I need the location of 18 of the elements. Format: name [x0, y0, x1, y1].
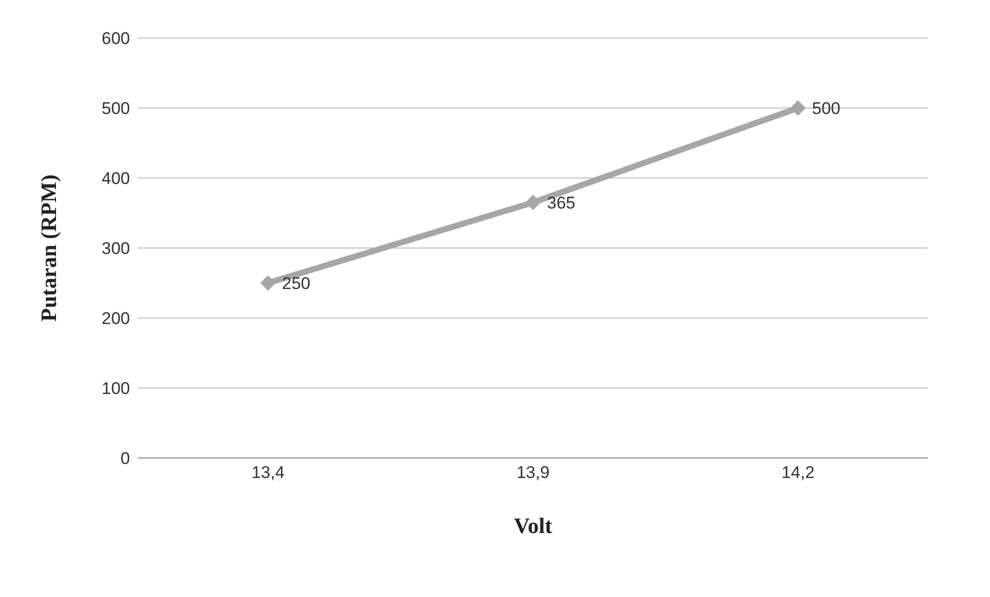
y-tick-label: 100 [102, 379, 130, 398]
x-tick-label: 14,2 [781, 463, 815, 482]
y-tick-label: 600 [102, 29, 130, 48]
y-tick-label: 0 [120, 449, 130, 468]
x-tick-label: 13,9 [516, 463, 550, 482]
point [526, 195, 540, 210]
data-label: 250 [282, 274, 310, 294]
y-tick-label: 500 [102, 99, 130, 118]
y-axis-title: Putaran (RPM) [36, 174, 61, 322]
x-axis-title: Volt [514, 513, 553, 538]
point [790, 100, 806, 116]
y-tick-label: 200 [102, 309, 130, 328]
point [260, 276, 276, 290]
data-label: 500 [812, 99, 840, 118]
y-tick-label: 300 [102, 239, 130, 258]
x-tick-label: 13,4 [251, 463, 285, 482]
y-tick-label: 400 [102, 169, 130, 188]
data-label: 365 [547, 194, 576, 213]
